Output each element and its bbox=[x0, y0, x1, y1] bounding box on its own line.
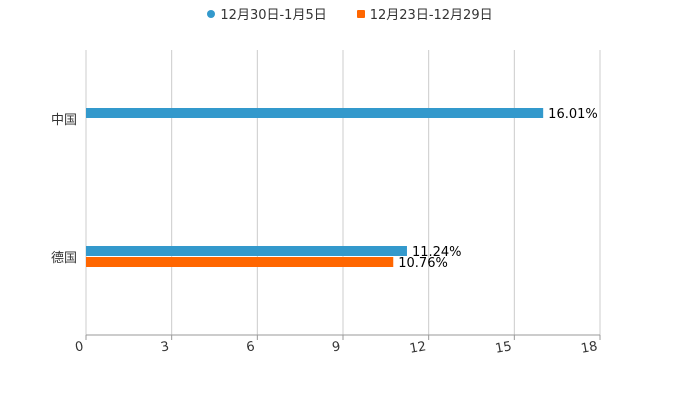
legend-label: 12月30日-1月5日 bbox=[220, 8, 327, 23]
x-tick-label: 18 bbox=[580, 339, 599, 357]
data-label: 10.76% bbox=[398, 256, 448, 271]
bar bbox=[86, 246, 407, 256]
bar bbox=[86, 108, 544, 118]
x-tick-label: 3 bbox=[160, 339, 171, 355]
legend-label: 12月23日-12月29日 bbox=[369, 8, 493, 23]
legend-square-icon bbox=[356, 9, 365, 18]
data-label: 16.01% bbox=[548, 107, 598, 122]
x-tick-label: 12 bbox=[408, 339, 427, 357]
x-tick-label: 9 bbox=[331, 339, 342, 355]
x-tick-label: 0 bbox=[74, 339, 85, 355]
bar bbox=[86, 257, 394, 267]
legend-circle-icon bbox=[207, 9, 216, 18]
x-tick-label: 15 bbox=[494, 339, 513, 357]
legend-item-series-1[interactable]: 12月30日-1月5日 bbox=[207, 4, 327, 23]
category-label: 德国 bbox=[51, 251, 77, 266]
x-tick-label: 6 bbox=[245, 339, 256, 355]
category-label: 中国 bbox=[51, 113, 77, 128]
legend: 12月30日-1月5日 12月23日-12月29日 bbox=[0, 4, 700, 23]
legend-item-series-2[interactable]: 12月23日-12月29日 bbox=[356, 4, 493, 23]
data-label: 11.24% bbox=[412, 245, 462, 260]
